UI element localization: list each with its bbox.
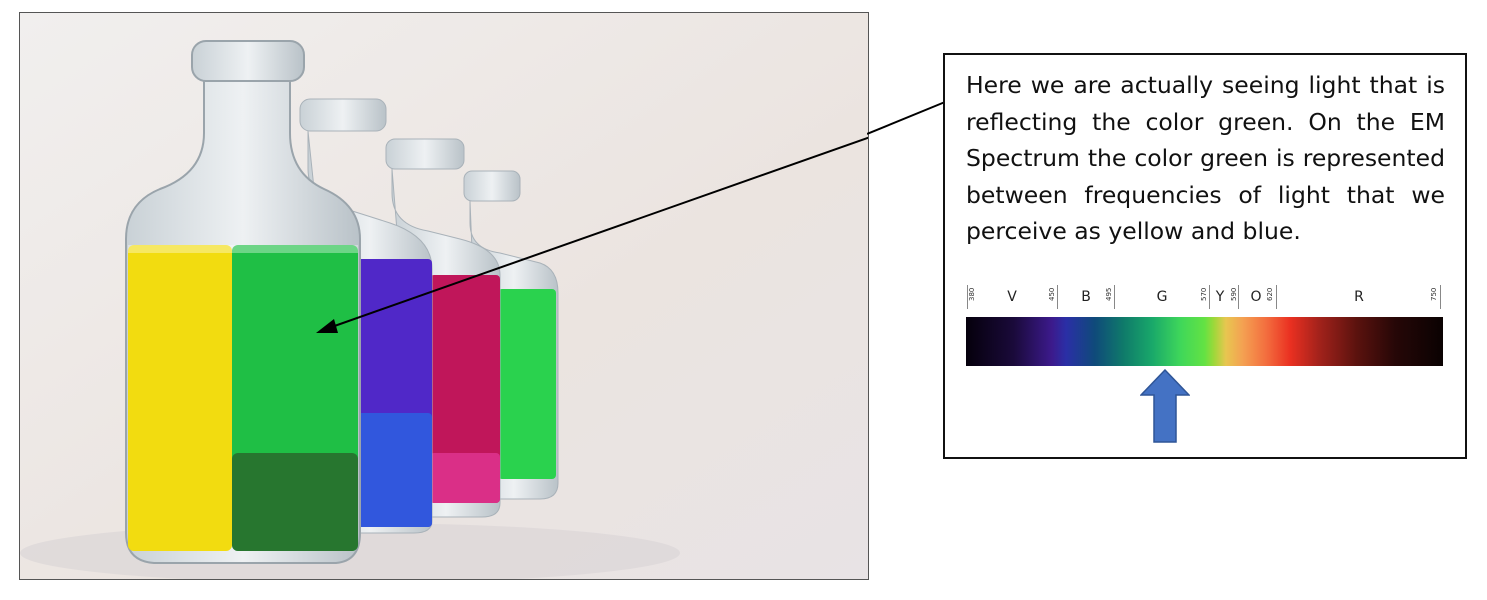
band-yellow: Y <box>1215 289 1225 305</box>
tick-450 <box>1057 285 1058 309</box>
nm-label-750: 750 <box>1430 287 1438 301</box>
nm-label-620: 620 <box>1266 287 1274 301</box>
nm-label-590: 590 <box>1230 287 1238 301</box>
tick-590 <box>1238 285 1239 309</box>
tick-620 <box>1276 285 1277 309</box>
band-orange: O <box>1250 289 1262 305</box>
green-pointer-arrow-icon <box>1140 369 1190 443</box>
tick-495 <box>1114 285 1115 309</box>
callout-box: Here we are actually seeing light that i… <box>943 53 1467 459</box>
band-blue: B <box>1081 289 1091 305</box>
em-spectrum: 380 V 450 B 495 G 570 Y 590 O 620 R 750 <box>966 283 1443 443</box>
band-violet: V <box>1007 289 1017 305</box>
callout-arrow-head <box>316 319 338 333</box>
nm-label-450: 450 <box>1048 287 1056 301</box>
band-green: G <box>1156 289 1168 305</box>
bottles-photo <box>19 12 869 580</box>
callout-arrow-line <box>325 136 868 330</box>
spectrum-gradient-bar <box>966 317 1443 366</box>
nm-label-495: 495 <box>1105 287 1113 301</box>
callout-connector <box>867 101 946 135</box>
tick-750 <box>1440 285 1441 309</box>
tick-570 <box>1209 285 1210 309</box>
yellow-green-bottle <box>125 40 361 564</box>
spectrum-band-labels: 380 V 450 B 495 G 570 Y 590 O 620 R 750 <box>966 283 1443 311</box>
band-red: R <box>1354 289 1364 305</box>
nm-label-570: 570 <box>1200 287 1208 301</box>
tick-380 <box>967 285 968 309</box>
callout-text: Here we are actually seeing light that i… <box>966 71 1445 245</box>
nm-label-380: 380 <box>968 287 976 301</box>
